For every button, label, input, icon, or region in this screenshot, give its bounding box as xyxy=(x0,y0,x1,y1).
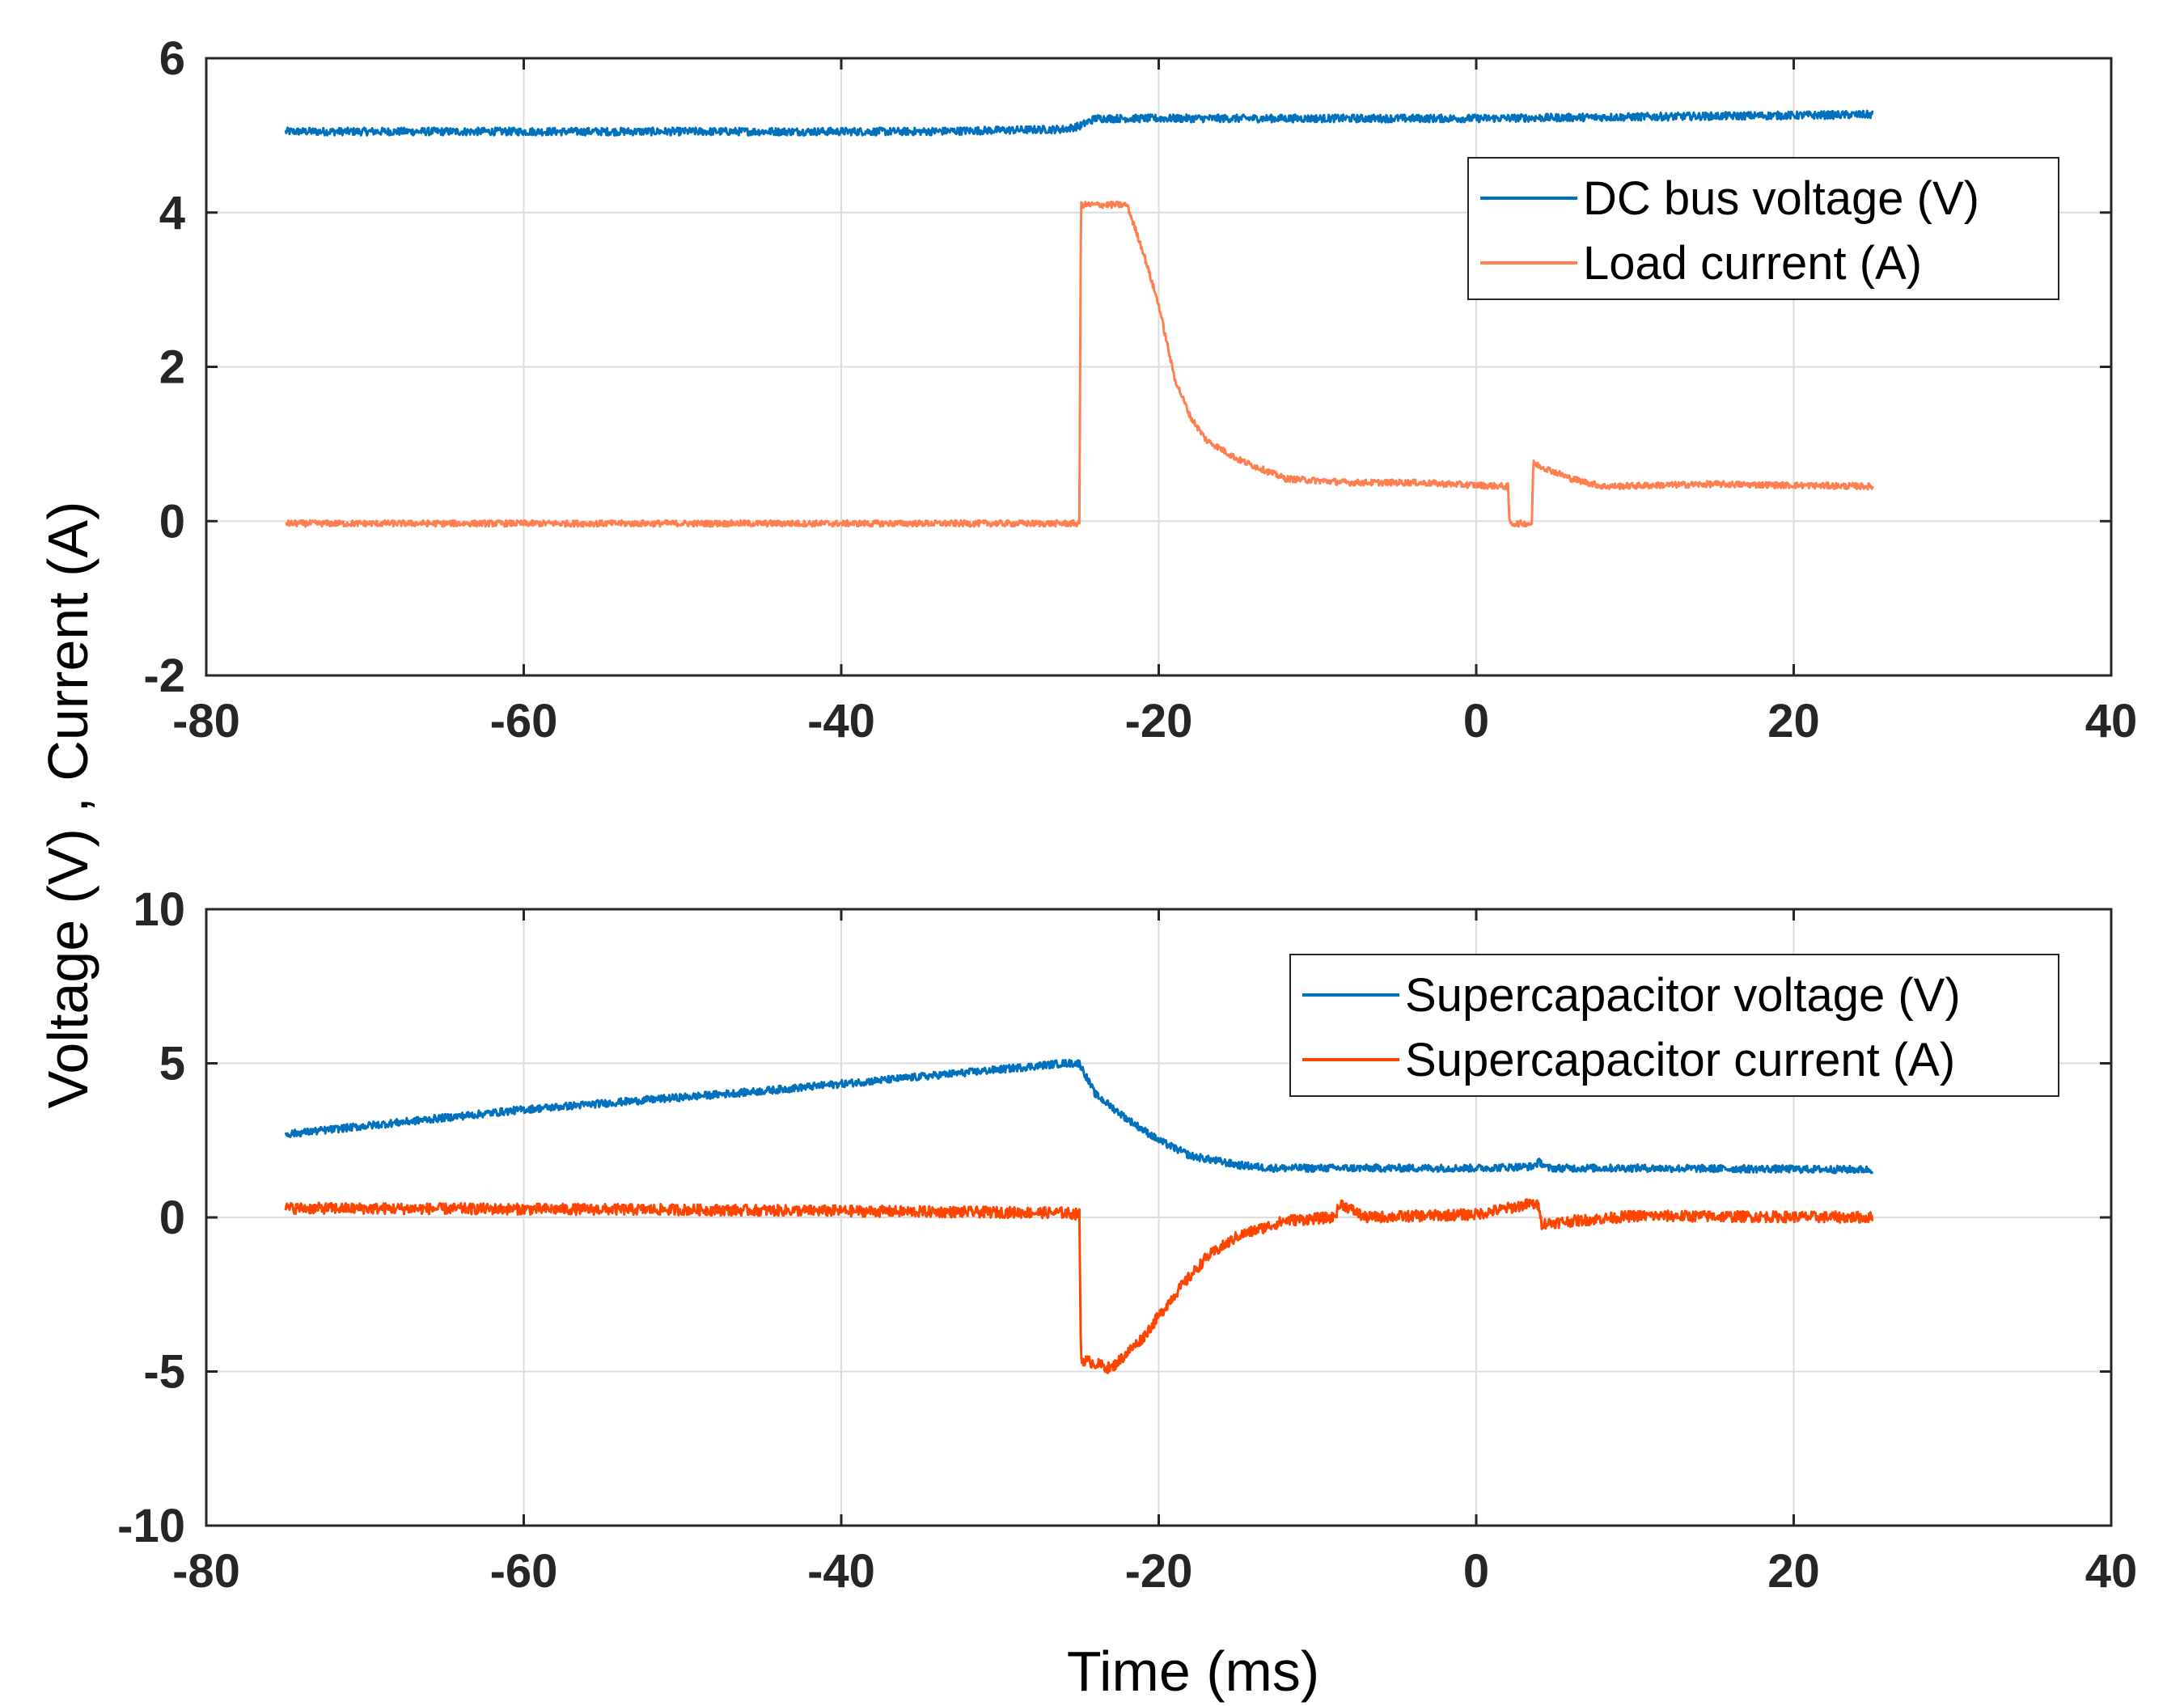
bottom-panel-y-ticks: -10 -5 0 5 10 xyxy=(117,883,2111,1552)
legend-box xyxy=(1289,954,2059,1097)
legend-label: DC bus voltage (V) xyxy=(1583,172,1979,225)
x-tick-label: 0 xyxy=(1463,695,1489,747)
top-panel-x-ticks: -80 -60 -40 -20 0 20 40 xyxy=(172,58,2137,747)
series-line-blue xyxy=(284,1058,1874,1175)
bottom-panel-x-ticks: -80 -60 -40 -20 0 20 40 xyxy=(172,909,2137,1598)
legend-label: Supercapacitor voltage (V) xyxy=(1405,969,1961,1022)
x-tick-label: 0 xyxy=(1463,1545,1489,1598)
y-tick-label: -2 xyxy=(143,650,185,702)
x-tick-label: -80 xyxy=(172,695,240,747)
x-tick-label: -60 xyxy=(490,695,558,747)
y-axis-title: Voltage (V) , Current (A) xyxy=(36,502,99,1109)
x-tick-label: 20 xyxy=(1767,695,1820,747)
x-tick-label: 40 xyxy=(2085,1545,2138,1598)
bottom-panel-legend: Supercapacitor voltage (V) Supercapacitor… xyxy=(1289,954,2059,1097)
x-tick-label: 20 xyxy=(1767,1545,1820,1598)
x-axis-title: Time (ms) xyxy=(1067,1640,1319,1703)
y-tick-label: 10 xyxy=(133,883,185,936)
x-tick-label: -60 xyxy=(490,1545,558,1598)
top-panel-series xyxy=(284,109,1874,528)
bottom-panel: -80 -60 -40 -20 0 20 40 -10 -5 0 5 10 Supercapacit… xyxy=(117,883,2137,1598)
x-tick-label: -20 xyxy=(1125,695,1193,747)
y-tick-label: 4 xyxy=(159,187,185,239)
bottom-panel-series xyxy=(284,1058,1874,1374)
legend-label: Load current (A) xyxy=(1583,237,1922,290)
x-tick-label: -80 xyxy=(172,1545,240,1598)
x-tick-label: -40 xyxy=(807,1545,875,1598)
y-tick-label: -5 xyxy=(143,1346,185,1399)
y-tick-label: 6 xyxy=(159,32,185,85)
top-panel-legend: DC bus voltage (V) Load current (A) xyxy=(1467,157,2059,300)
series-line-orange xyxy=(285,201,1874,528)
legend-label: Supercapacitor current (A) xyxy=(1405,1034,1955,1086)
x-tick-label: 40 xyxy=(2085,695,2138,747)
y-tick-label: 5 xyxy=(159,1038,185,1090)
x-tick-label: -40 xyxy=(807,695,875,747)
top-panel-y-ticks: -2 0 2 4 6 xyxy=(143,32,2111,702)
x-tick-label: -20 xyxy=(1125,1545,1193,1598)
legend-box xyxy=(1467,157,2059,300)
y-tick-label: 0 xyxy=(159,1192,185,1244)
series-line-blue xyxy=(284,109,1874,137)
series-line-orange xyxy=(284,1198,1874,1374)
y-tick-label: 0 xyxy=(159,495,185,548)
y-tick-label: 2 xyxy=(159,341,185,394)
y-tick-label: -10 xyxy=(117,1500,185,1552)
